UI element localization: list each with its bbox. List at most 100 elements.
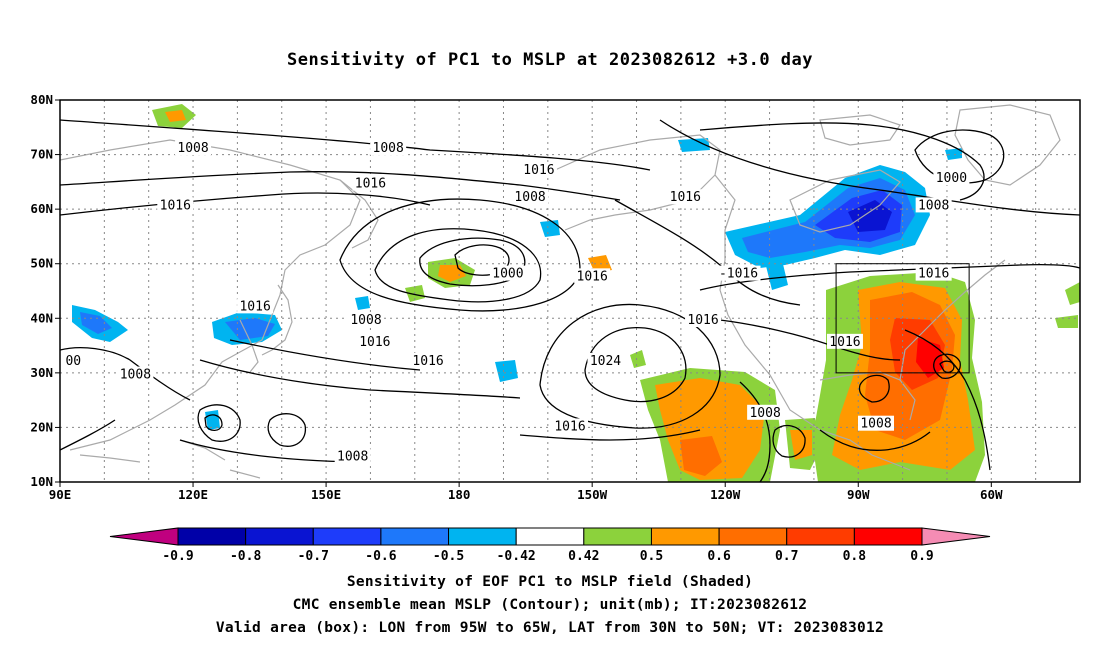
contour-label: 1016	[412, 354, 443, 369]
contour-label: 1008	[350, 313, 381, 328]
lat-label: 60N	[30, 201, 53, 216]
positive-region-east-pacific-inner	[680, 436, 722, 476]
contour-label: 1016	[554, 419, 585, 434]
contour-label-bg	[352, 175, 389, 191]
mslp-contours	[60, 119, 1080, 482]
contour-label: 1000	[936, 171, 967, 186]
contour-label-bg	[356, 333, 393, 349]
contour-label: 1016	[239, 299, 270, 314]
positive-region-arctic-core	[165, 110, 186, 122]
colorbar-segment	[245, 527, 314, 546]
contour-label: 1016	[160, 198, 191, 213]
contour-label: 1008	[749, 406, 780, 421]
colorbar-label: -0.6	[365, 549, 396, 564]
colorbar-segment	[448, 527, 517, 546]
contour-label-bg	[370, 140, 407, 156]
lon-label: 150E	[311, 487, 341, 502]
lat-label: 70N	[30, 147, 53, 162]
contour-label-bg	[410, 352, 447, 368]
colorbar-label: 0.5	[640, 549, 663, 564]
contour-label: 1016	[577, 269, 608, 284]
negative-region-pacific-1	[495, 360, 518, 382]
colorbar-label: -0.5	[433, 549, 464, 564]
colorbar-low-triangle	[109, 527, 179, 546]
contour-label-bg	[667, 189, 704, 205]
negative-region-greenland	[945, 148, 962, 160]
contour-line	[60, 192, 431, 216]
contour-label-bg	[915, 197, 952, 213]
contour-label-bg	[520, 161, 557, 177]
contour-line	[229, 339, 421, 371]
contour-label-bg	[685, 312, 722, 328]
coastline-asia	[60, 139, 361, 451]
contour-label-bg	[175, 140, 212, 156]
contour-line	[539, 303, 721, 429]
contour-line	[739, 381, 771, 482]
positive-region-mexico-core	[790, 430, 812, 460]
colorbar-segment	[312, 527, 382, 546]
contour-line	[699, 263, 1080, 291]
contour-label-bg	[587, 352, 624, 368]
coastline-arctic-islands	[819, 114, 901, 146]
contour-line	[933, 353, 961, 379]
caption-line-1: Sensitivity of EOF PC1 to MSLP field (Sh…	[346, 574, 754, 590]
lon-label: 180	[448, 487, 471, 502]
contour-line	[858, 374, 890, 403]
contour-line	[519, 429, 701, 441]
colorbar-label: -0.7	[298, 549, 329, 564]
contour-label: 1016	[687, 313, 718, 328]
contour-label: 1016	[359, 335, 390, 350]
colorbar-high-triangle	[921, 527, 991, 546]
contour-line	[699, 122, 985, 201]
caption-line-2: CMC ensemble mean MSLP (Contour); unit(m…	[292, 597, 808, 613]
coastline-greenland	[954, 104, 1061, 186]
contour-label: 1016	[918, 267, 949, 282]
contour-line	[199, 359, 521, 399]
contour-label: 1016	[829, 335, 860, 350]
colorbar-segment	[786, 527, 855, 546]
contour-line	[60, 347, 191, 401]
contour-label: 1016	[355, 177, 386, 192]
contour-line	[939, 360, 955, 373]
contour-line	[60, 171, 621, 201]
contour-label: 1016	[523, 163, 554, 178]
colorbar-segment	[380, 527, 450, 546]
lat-label: 80N	[30, 92, 53, 107]
negative-region-canada-peak	[848, 200, 892, 232]
coastline-north-america	[714, 174, 911, 471]
lon-label: 120E	[178, 487, 208, 502]
contour-label-bg	[933, 170, 970, 186]
colorbar-label: 0.9	[910, 549, 933, 564]
longitude-labels: 90E 120E 150E 180 150W 120W 90W 60W	[49, 482, 1003, 502]
coastline-gulf	[819, 371, 916, 421]
contour-label: 1016	[670, 190, 701, 205]
colorbar-segment	[650, 527, 720, 546]
contour-line	[60, 419, 116, 451]
contour-line	[584, 326, 687, 403]
coastlines	[60, 104, 1061, 479]
negative-region-pacific-3	[355, 296, 370, 310]
negative-region-hudson	[765, 260, 788, 290]
contour-label: 1008	[120, 368, 151, 383]
coastline-east-us	[899, 259, 1006, 381]
contour-line	[60, 119, 651, 171]
contour-label: -1016	[719, 267, 758, 282]
contour-label-bg	[334, 448, 371, 464]
contour-line	[204, 414, 223, 432]
colorbar-label: 0.8	[843, 549, 867, 564]
contour-label-bg	[512, 189, 549, 205]
negative-region-arctic	[678, 138, 710, 152]
colorbar-segment	[583, 527, 652, 546]
map-frame	[59, 99, 1081, 483]
contour-label-bg	[157, 197, 194, 213]
lon-label: 90E	[49, 487, 72, 502]
contour-label-bg	[858, 415, 894, 431]
positive-region-atlantic	[1065, 282, 1080, 305]
colorbar-label: -0.42	[497, 549, 536, 564]
coastline-hudson-bay	[789, 169, 901, 233]
lat-label: 30N	[30, 365, 53, 380]
contour-labels: 1008 1008 1016 1016 1016 1008 1016 1000 1008 1000…	[63, 140, 970, 464]
contour-label: 1008	[860, 417, 891, 432]
contour-label-bg	[716, 265, 761, 281]
